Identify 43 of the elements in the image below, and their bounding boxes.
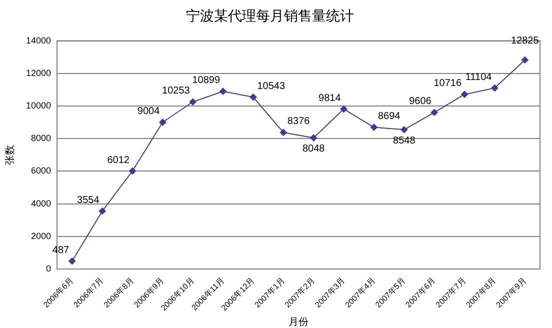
data-label: 10899 <box>192 75 220 86</box>
point <box>128 168 136 175</box>
y-tick-label: 8000 <box>30 133 52 144</box>
point <box>400 126 408 134</box>
data-label: 10716 <box>434 78 462 90</box>
y-tick-label: 4000 <box>30 198 52 208</box>
data-label: 10253 <box>162 86 190 97</box>
point <box>250 94 257 101</box>
y-tick-label: 2000 <box>30 230 52 241</box>
y-axis-title: 张数 <box>4 144 16 165</box>
x-axis-title: 月份 <box>288 316 309 328</box>
point <box>310 134 318 142</box>
point <box>189 98 196 106</box>
point <box>370 124 378 131</box>
data-label: 8694 <box>378 111 401 122</box>
data-label: 8048 <box>302 144 326 155</box>
point <box>159 118 166 126</box>
y-tick-label: 6000 <box>30 166 52 176</box>
data-label: 6012 <box>107 154 130 166</box>
y-tick-label: 10000 <box>26 100 52 110</box>
point <box>98 208 106 215</box>
chart-title: 宁波某代理每月销售量统计 <box>186 7 354 24</box>
data-label: 11104 <box>465 72 492 83</box>
data-label: 3554 <box>77 194 100 206</box>
y-tick-label: 0 <box>46 264 52 274</box>
data-label: 8548 <box>393 135 416 146</box>
point <box>491 84 498 92</box>
data-label: 487 <box>52 244 70 256</box>
data-label: 8376 <box>287 116 310 128</box>
y-tick-label: 12000 <box>26 68 52 78</box>
point <box>461 90 468 98</box>
point <box>430 108 438 116</box>
point <box>220 88 227 95</box>
point <box>340 106 348 113</box>
data-label: 9606 <box>409 96 432 108</box>
point <box>521 56 528 64</box>
data-label: 12825 <box>511 36 540 47</box>
data-label: 9814 <box>318 92 342 104</box>
point <box>280 128 287 136</box>
data-label: 10543 <box>257 80 286 92</box>
point <box>68 258 76 265</box>
y-tick-label: 14000 <box>26 35 52 46</box>
data-label: 9004 <box>137 106 160 117</box>
